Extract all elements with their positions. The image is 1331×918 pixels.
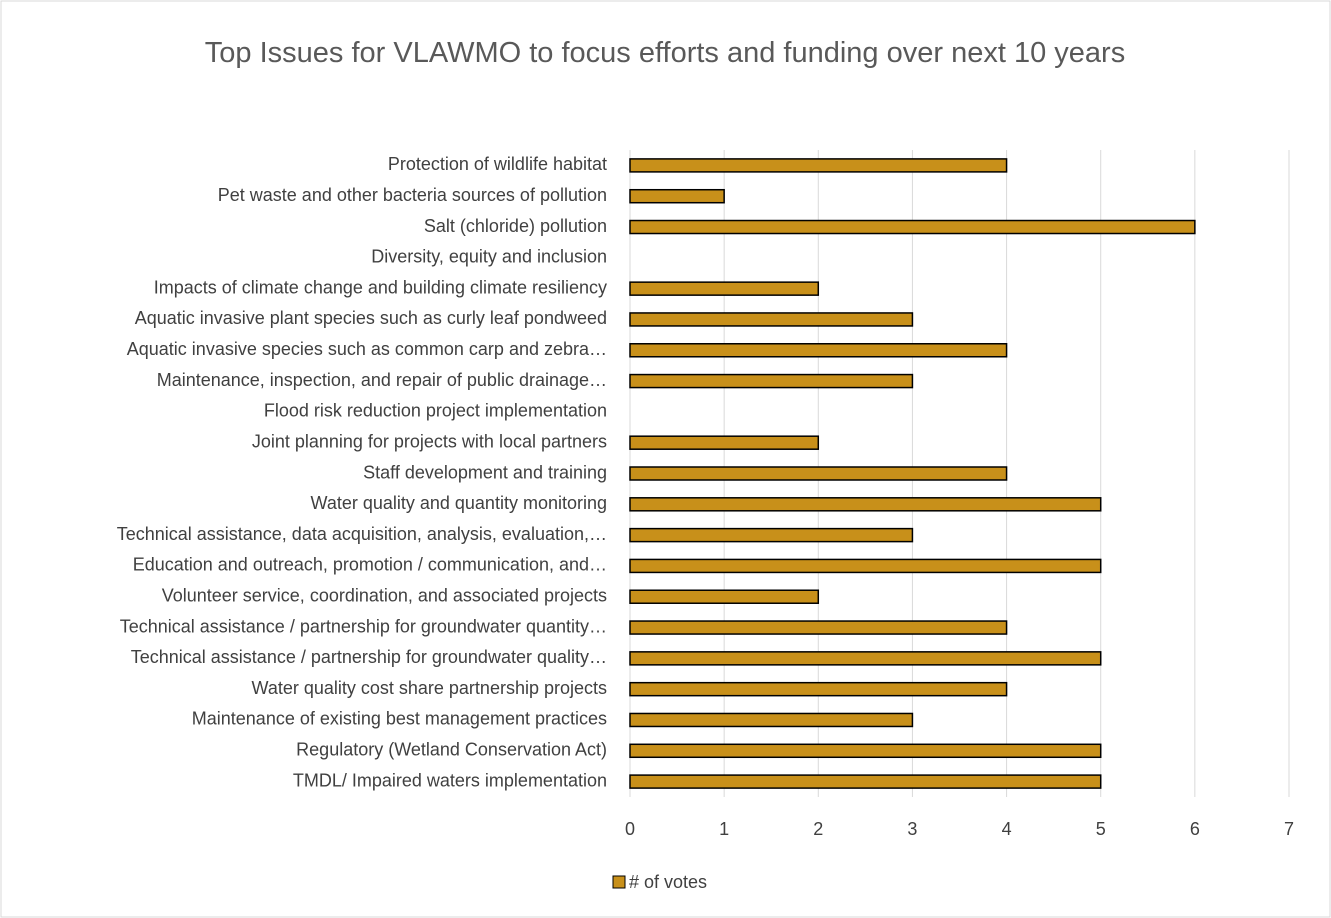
bar (629, 712, 914, 728)
x-tick-label: 3 (907, 819, 917, 839)
x-tick-label: 4 (1002, 819, 1012, 839)
y-tick-label: Flood risk reduction project implementat… (264, 401, 607, 421)
bar (629, 281, 820, 296)
x-tick-label: 7 (1284, 819, 1294, 839)
bar (629, 527, 914, 543)
y-tick-label: Maintenance of existing best management … (192, 709, 607, 729)
bar (629, 466, 1008, 481)
y-tick-label: Diversity, equity and inclusion (371, 247, 607, 267)
x-tick-label: 2 (813, 819, 823, 839)
y-tick-label: Aquatic invasive species such as common … (127, 339, 607, 359)
y-tick-label: Technical assistance, data acquisition, … (117, 524, 607, 544)
y-tick-label: Maintenance, inspection, and repair of p… (157, 370, 607, 390)
bar (629, 343, 1008, 358)
bar (629, 774, 1102, 789)
chart-title: Top Issues for VLAWMO to focus efforts a… (204, 37, 1126, 69)
y-tick-label: Salt (chloride) pollution (424, 216, 607, 236)
x-tick-label: 0 (625, 819, 635, 839)
bar (629, 158, 1008, 173)
bar (629, 589, 820, 604)
bar (629, 558, 1102, 574)
y-tick-label: Education and outreach, promotion / comm… (133, 555, 607, 575)
bar (629, 620, 1008, 635)
bar (629, 312, 914, 327)
y-tick-label: Aquatic invasive plant species such as c… (135, 308, 607, 328)
y-tick-label: Impacts of climate change and building c… (154, 277, 607, 297)
bar (629, 651, 1102, 666)
x-tick-label: 1 (719, 819, 729, 839)
bar (629, 743, 1102, 759)
y-tick-label: Technical assistance / partnership for g… (120, 616, 607, 636)
legend-swatch (612, 875, 626, 889)
x-tick-label: 5 (1096, 819, 1106, 839)
y-tick-label: Pet waste and other bacteria sources of … (218, 185, 607, 205)
y-tick-label: Staff development and training (363, 462, 607, 482)
y-tick-label: Water quality cost share partnership pro… (252, 678, 608, 698)
bar (629, 681, 1008, 697)
y-tick-label: TMDL/ Impaired waters implementation (293, 770, 607, 790)
x-tick-label: 6 (1190, 819, 1200, 839)
y-tick-label: Technical assistance / partnership for g… (131, 647, 607, 667)
y-tick-label: Joint planning for projects with local p… (252, 431, 607, 451)
bar (629, 497, 1102, 512)
y-tick-label: Protection of wildlife habitat (388, 154, 607, 174)
bar (629, 373, 914, 389)
y-tick-label: Regulatory (Wetland Conservation Act) (296, 740, 607, 760)
legend-label: # of votes (629, 872, 707, 892)
y-tick-label: Volunteer service, coordination, and ass… (162, 585, 607, 605)
bar (629, 219, 1196, 235)
bar (629, 435, 820, 450)
bar (629, 188, 725, 204)
y-tick-label: Water quality and quantity monitoring (311, 493, 608, 513)
